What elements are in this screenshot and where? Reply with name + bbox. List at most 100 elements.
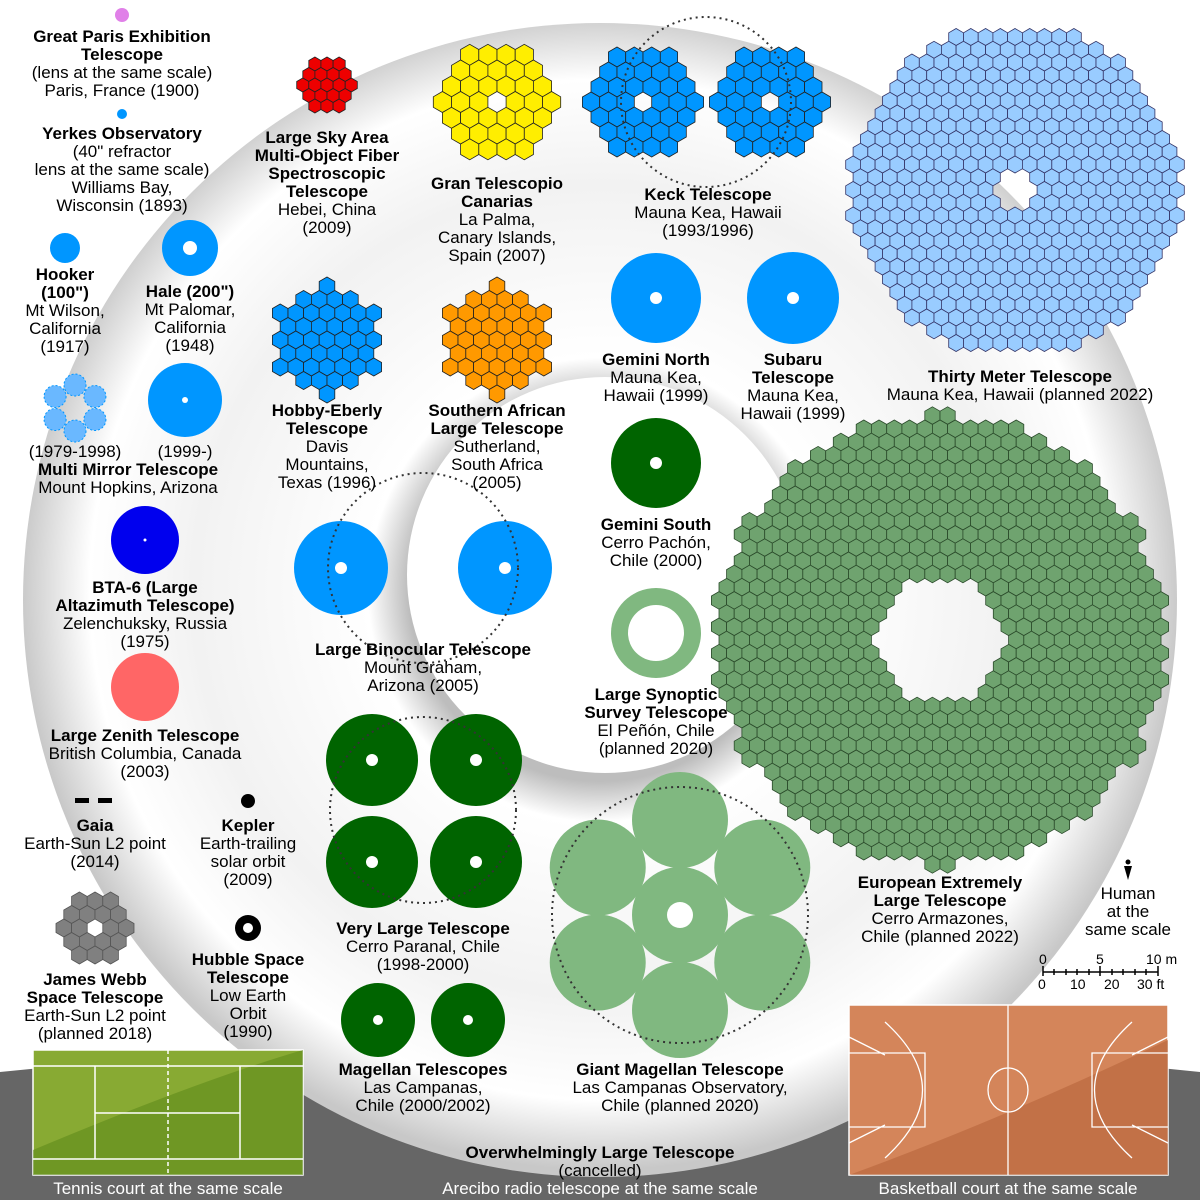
- scale-tick-label-metric: 0: [1039, 951, 1047, 967]
- mirror-segment: [871, 841, 888, 861]
- mirror-segment: [924, 855, 941, 874]
- lbt-detail-line: Mount Graham,: [364, 658, 482, 677]
- salt-label: Southern African Large Telescope Sutherlan…: [428, 401, 565, 492]
- het-detail-line: Texas (1996): [278, 473, 376, 492]
- mirror-segment: [855, 841, 872, 861]
- mmt-date-label: (1979-1998): [29, 442, 122, 461]
- gmt-detail-line: Las Campanas Observatory,: [572, 1078, 787, 1097]
- mirror-segment: [332, 98, 346, 114]
- jwst-detail-line: (planned 2018): [38, 1024, 152, 1043]
- gaia-detail-line: Earth-Sun L2 point: [24, 834, 166, 853]
- gemini-north-central-hole: [650, 292, 662, 304]
- mirror-segment: [741, 749, 758, 769]
- gmt-label: Giant Magellan Telescope Las Campanas Obs…: [572, 1060, 787, 1115]
- tmt-segmented-mirror: [845, 28, 1185, 352]
- mirror-segment: [901, 841, 918, 861]
- vlt-detail-line: Cerro Paranal, Chile: [346, 937, 500, 956]
- vlt-2-central-hole: [470, 754, 482, 766]
- bta-name-line: Altazimuth Telescope): [55, 596, 234, 615]
- mmt-old-mirror: [83, 385, 107, 408]
- hale-name-line: Hale (200"): [146, 282, 234, 301]
- owl-name-line: Overwhelmingly Large Telescope: [466, 1143, 735, 1162]
- elt-detail-line: Chile (planned 2022): [861, 927, 1019, 946]
- bta-central-hole: [143, 538, 147, 542]
- gtc-label: Gran Telescopio Canarias La Palma, Canary I…: [431, 174, 563, 265]
- kepler-detail-line: Earth-trailing: [200, 834, 296, 853]
- vlt-outline-dotted: [329, 716, 517, 904]
- mirror-segment: [465, 371, 482, 390]
- basketball-center-circle: [987, 1067, 1029, 1113]
- gaia-name-line: Gaia: [77, 816, 114, 835]
- gaia-mirror: [98, 798, 112, 803]
- magellan-name-line: Magellan Telescopes: [339, 1060, 508, 1079]
- mirror-segment: [1110, 308, 1126, 327]
- mmt-central-hole: [182, 397, 188, 403]
- gmt-outer-mirror: [549, 819, 646, 916]
- lamost-segmented-mirror: [296, 56, 358, 114]
- owl-label: Overwhelmingly Large Telescope (cancelled…: [466, 1143, 735, 1180]
- mirror-segment: [342, 371, 359, 390]
- lsst-name-line: Large Synoptic: [595, 685, 718, 704]
- mmt-label: Multi Mirror Telescope Mount Hopkins, Ari…: [38, 460, 218, 497]
- gems-label: Gemini South Cerro Pachón, Chile (2000): [601, 515, 712, 570]
- hooker-name-line: Hooker: [36, 265, 95, 284]
- keck-label: Keck Telescope Mauna Kea, Hawaii (1993/199…: [634, 185, 781, 240]
- mirror-segment: [71, 945, 88, 965]
- keck-name-line: Keck Telescope: [644, 185, 771, 204]
- basketball-caption: Basketball court at the same scale: [879, 1179, 1138, 1198]
- mirror-segment: [318, 384, 336, 404]
- scale-tick-label-imperial: 0: [1038, 976, 1046, 992]
- mirror-segment: [1076, 802, 1093, 821]
- gtc-detail-line: Spain (2007): [448, 246, 545, 265]
- jwst-detail-line: Earth-Sun L2 point: [24, 1006, 166, 1025]
- lamost-name-line: Large Sky Area: [265, 128, 389, 147]
- keck-detail-line: (1993/1996): [662, 221, 754, 240]
- human-figure-icon: [1125, 859, 1131, 865]
- magellan-detail-line: Chile (2000/2002): [355, 1096, 490, 1115]
- lamost-detail-line: Hebei, China: [278, 200, 377, 219]
- yerkes-detail-line: lens at the same scale): [35, 160, 210, 179]
- tmt-label: Thirty Meter Telescope Mauna Kea, Hawaii …: [887, 367, 1154, 404]
- yerkes-detail-line: (40" refractor: [73, 142, 172, 161]
- lzt-label: Large Zenith Telescope British Columbia, …: [49, 726, 242, 781]
- magellan-1-central-hole: [373, 1015, 383, 1025]
- hubble-detail-line: Low Earth: [210, 986, 287, 1005]
- vlt-name-line: Very Large Telescope: [336, 919, 510, 938]
- scale-tick-label-imperial: 10: [1070, 976, 1086, 992]
- salt-name-line: Large Telescope: [431, 419, 564, 438]
- owl-detail-line: (cancelled): [558, 1161, 641, 1180]
- gtc-name-line: Gran Telescopio: [431, 174, 563, 193]
- gtc-detail-line: Canary Islands,: [438, 228, 556, 247]
- mmt-old-mirror: [83, 408, 107, 431]
- gemn-detail-line: Hawaii (1999): [604, 386, 709, 405]
- bta-detail-line: (1975): [120, 632, 169, 651]
- het-name-line: Telescope: [286, 419, 368, 438]
- keck-2-segmented-mirror: [709, 46, 831, 158]
- elt-detail-line: Cerro Armazones,: [872, 909, 1009, 928]
- jwst-name-line: Space Telescope: [27, 988, 164, 1007]
- tennis-caption: Tennis court at the same scale: [53, 1179, 283, 1198]
- yerkes-name-line: Yerkes Observatory: [42, 124, 202, 143]
- salt-segmented-mirror: [441, 276, 552, 404]
- mirror-segment: [1088, 321, 1104, 340]
- mirror-segment: [441, 357, 459, 377]
- yerkes-label: Yerkes Observatory (40" refractor lens at …: [35, 124, 210, 215]
- lsst-central-hole: [628, 605, 684, 661]
- vlt-4-central-hole: [470, 856, 482, 868]
- mirror-segment: [787, 802, 804, 821]
- kepler-label: Kepler Earth-trailing solar orbit (2009): [200, 816, 296, 889]
- mirror-segment: [992, 841, 1009, 861]
- human-scale-label: same scale: [1085, 920, 1171, 939]
- vlt-3-central-hole: [366, 856, 378, 868]
- mirror-segment: [1122, 749, 1139, 769]
- mirror-segment: [488, 384, 506, 404]
- hooker-mirror: [50, 233, 80, 263]
- magellan-2-central-hole: [463, 1015, 473, 1025]
- mirror-segment: [962, 841, 979, 861]
- mmt-old-mirror: [63, 419, 87, 443]
- mmt-old-mirror: [63, 373, 87, 397]
- human-figure-icon: [1124, 866, 1132, 880]
- jwst-label: James Webb Space Telescope Earth-Sun L2 po…: [24, 970, 166, 1043]
- elt-label: European Extremely Large Telescope Cerro A…: [858, 873, 1023, 946]
